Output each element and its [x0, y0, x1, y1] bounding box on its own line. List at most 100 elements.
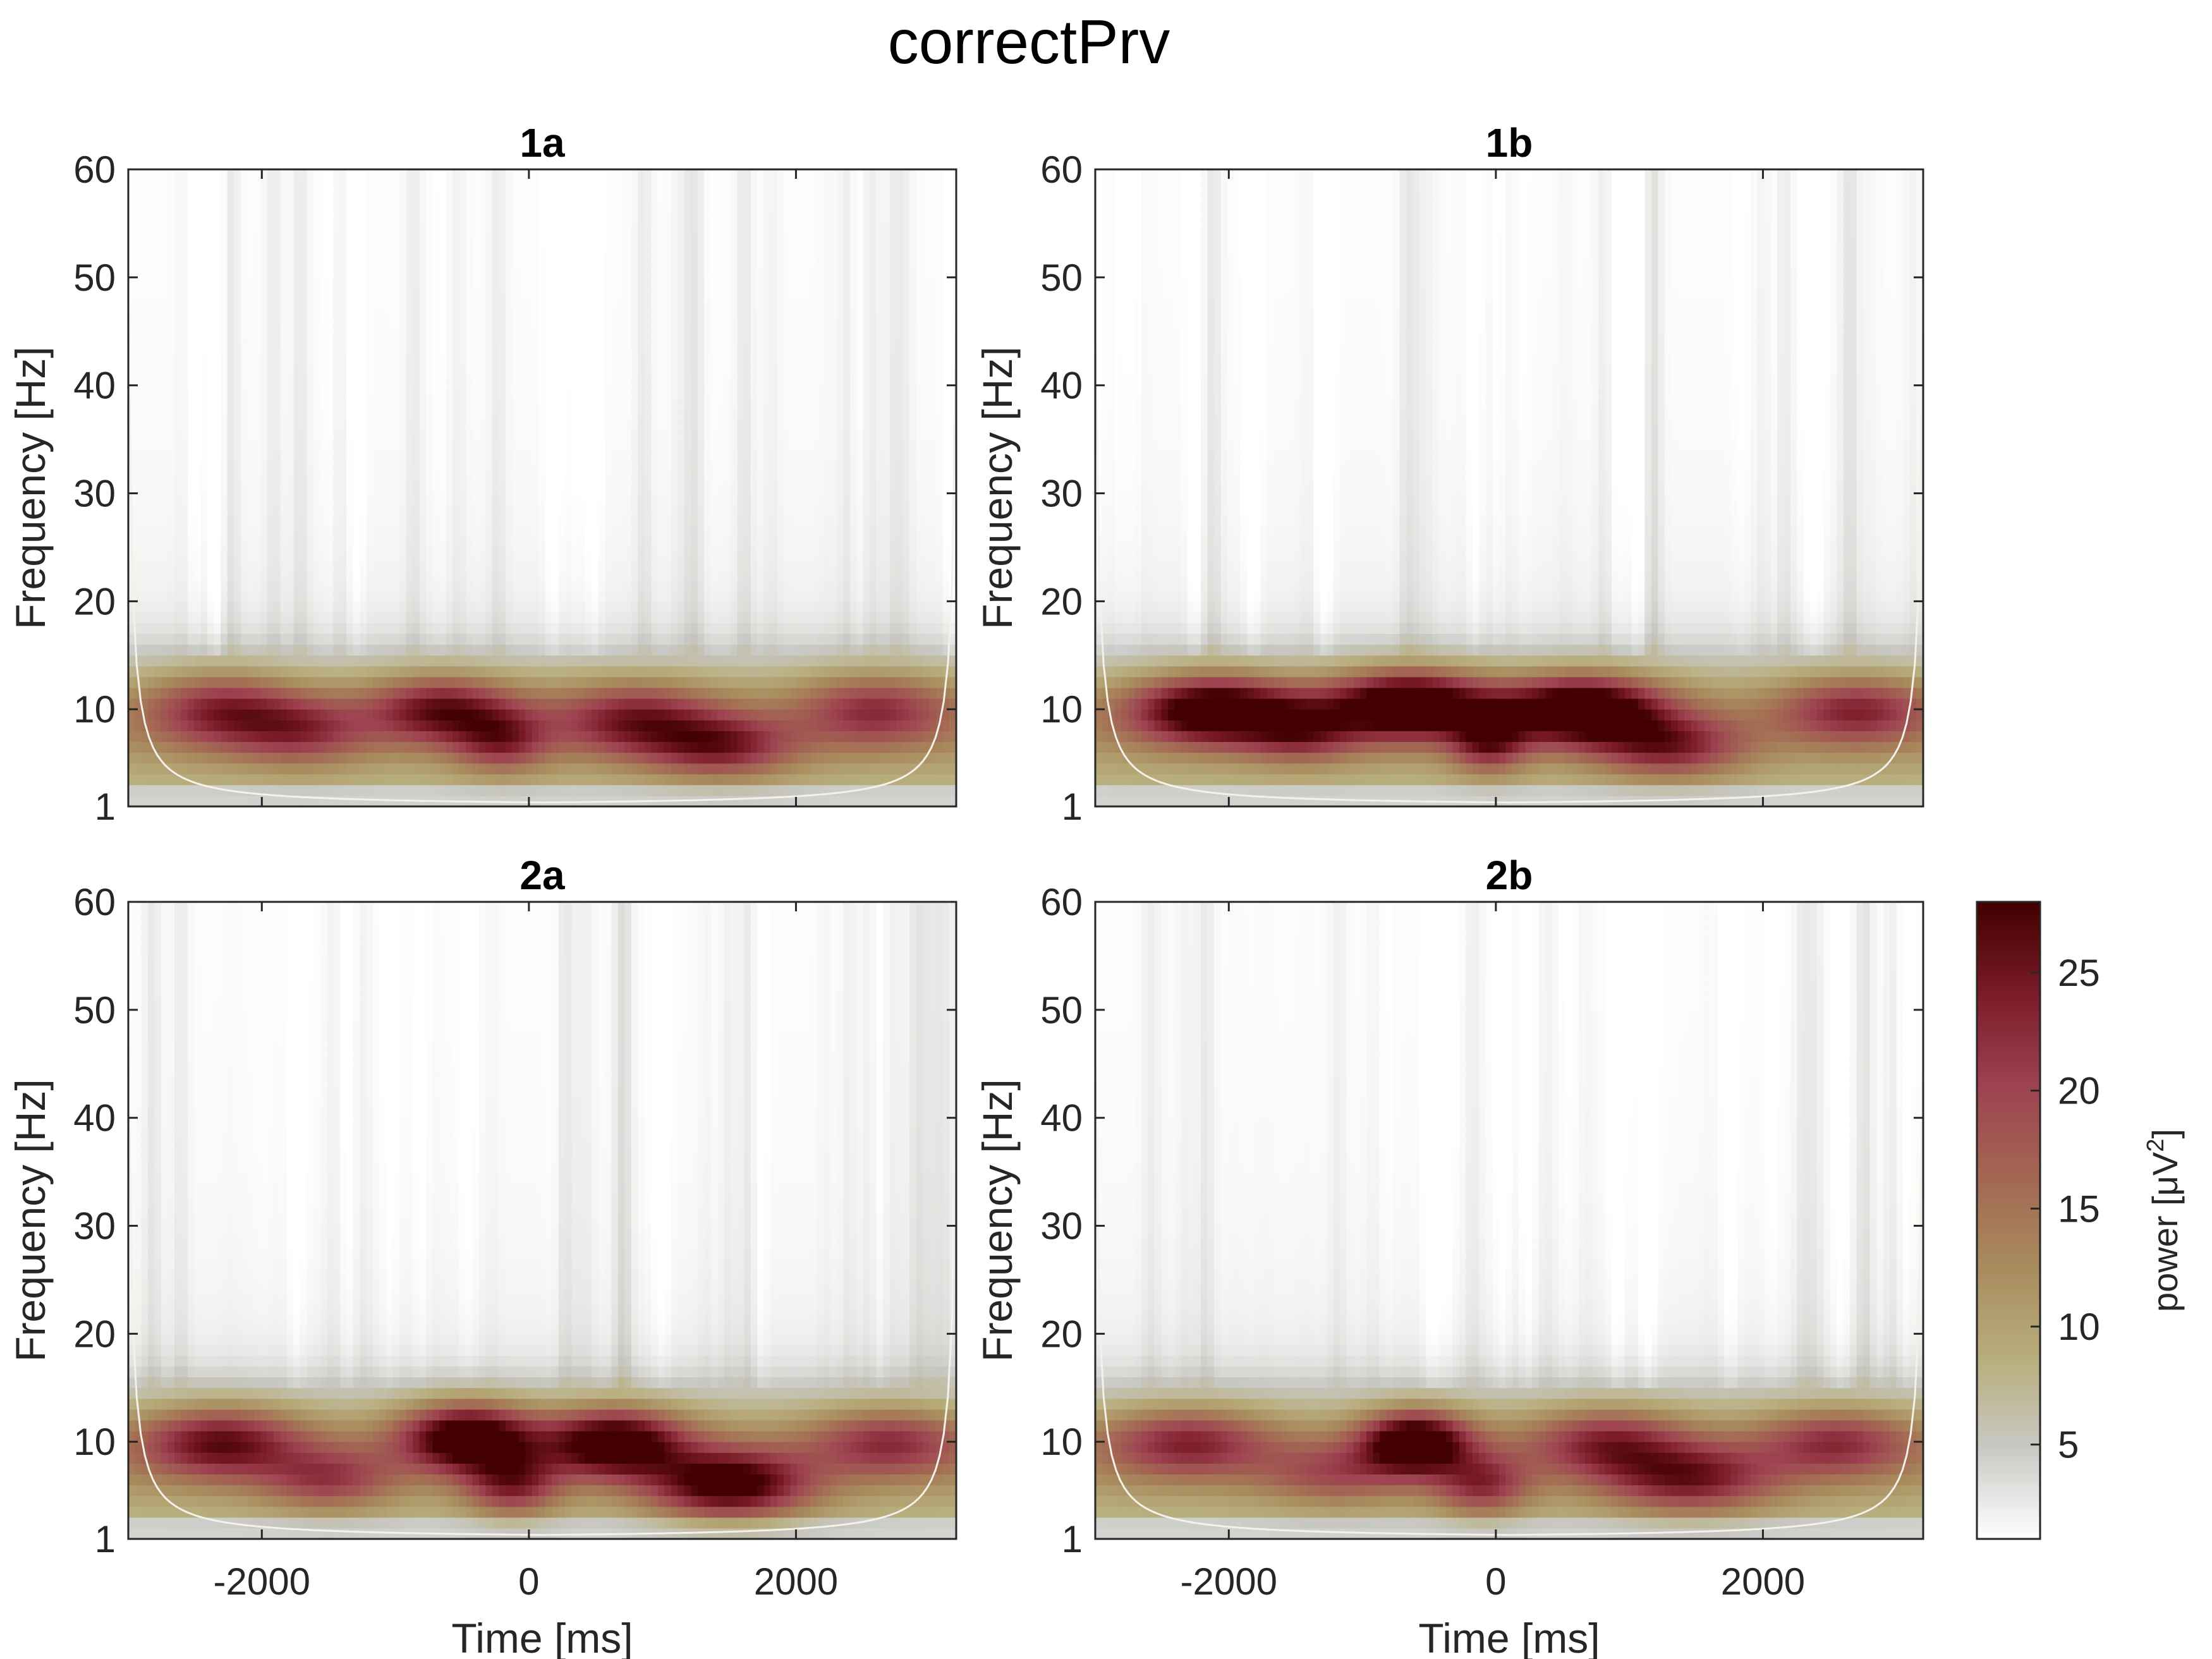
colorbar-step	[1977, 1003, 2040, 1007]
colorbar-step	[1977, 1140, 2040, 1145]
colorbar-step	[1977, 1095, 2040, 1100]
colorbar-step	[1977, 1089, 2040, 1093]
y-tick-label: 1	[95, 1518, 116, 1560]
panel-title: 2a	[520, 853, 565, 898]
cone-of-influence-line	[128, 1042, 956, 1536]
y-tick-label: 50	[1040, 989, 1083, 1031]
colorbar-step	[1977, 1198, 2040, 1202]
colorbar-step	[1977, 1455, 2040, 1460]
y-tick-label: 40	[1040, 365, 1083, 407]
colorbar-step	[1977, 1261, 2040, 1266]
colorbar-step	[1977, 1513, 2040, 1517]
y-axis-label: Frequency [Hz]	[974, 346, 1021, 629]
colorbar-step	[1977, 1191, 2040, 1196]
y-tick-label: 10	[1040, 1421, 1083, 1463]
y-tick-label: 60	[73, 149, 116, 191]
colorbar-step	[1977, 956, 2040, 960]
colorbar-step	[1977, 1274, 2040, 1279]
colorbar-step	[1977, 1404, 2040, 1409]
y-tick-label: 60	[73, 881, 116, 923]
y-tick-label: 30	[1040, 473, 1083, 515]
colorbar-step	[1977, 1411, 2040, 1415]
y-tick-label: 60	[1040, 149, 1083, 191]
colorbar-step	[1977, 1303, 2040, 1307]
colorbar-step	[1977, 1363, 2040, 1368]
colorbar-step	[1977, 1344, 2040, 1349]
colorbar-step	[1977, 1073, 2040, 1078]
colorbar-step	[1977, 1385, 2040, 1390]
colorbar-step	[1977, 943, 2040, 947]
y-tick-label: 50	[73, 989, 116, 1031]
colorbar-step	[1977, 917, 2040, 921]
colorbar-step	[1977, 1280, 2040, 1285]
colorbar-step	[1977, 1309, 2040, 1313]
colorbar-step	[1977, 1143, 2040, 1148]
colorbar-step	[1977, 952, 2040, 957]
colorbar-step	[1977, 939, 2040, 944]
colorbar-step	[1977, 946, 2040, 951]
colorbar-step	[1977, 1223, 2040, 1227]
colorbar-step	[1977, 1407, 2040, 1412]
y-tick-label: 40	[73, 365, 116, 407]
colorbar-step	[1977, 1341, 2040, 1346]
colorbar-step	[1977, 1070, 2040, 1074]
colorbar-step	[1977, 997, 2040, 1001]
colorbar-step	[1977, 1389, 2040, 1393]
colorbar-step	[1977, 1430, 2040, 1435]
colorbar-step	[1977, 1009, 2040, 1014]
colorbar-step	[1977, 1373, 2040, 1377]
colorbar-step	[1977, 1258, 2040, 1263]
colorbar-tick-label: 15	[2058, 1188, 2100, 1230]
colorbar-step	[1977, 1251, 2040, 1256]
colorbar-step	[1977, 1337, 2040, 1342]
colorbar-step	[1977, 1370, 2040, 1374]
colorbar-step	[1977, 1487, 2040, 1492]
colorbar-step	[1977, 1153, 2040, 1157]
colorbar-step	[1977, 1500, 2040, 1505]
colorbar-step	[1977, 1019, 2040, 1024]
colorbar-step	[1977, 1437, 2040, 1441]
x-axis-label: Time [ms]	[1418, 1615, 1600, 1659]
colorbar-step	[1977, 1188, 2040, 1193]
colorbar-step	[1977, 968, 2040, 973]
y-tick-label: 1	[1062, 1518, 1083, 1560]
colorbar-step	[1977, 1331, 2040, 1335]
colorbar-step	[1977, 1210, 2040, 1215]
colorbar-step	[1977, 1248, 2040, 1253]
colorbar-step	[1977, 1242, 2040, 1246]
colorbar-step	[1977, 1312, 2040, 1316]
colorbar-step	[1977, 927, 2040, 931]
colorbar-step	[1977, 1255, 2040, 1259]
colorbar-step	[1977, 1421, 2040, 1425]
colorbar-step	[1977, 1236, 2040, 1240]
colorbar-step	[1977, 1265, 2040, 1269]
colorbar-step	[1977, 1277, 2040, 1282]
colorbar-step	[1977, 1159, 2040, 1164]
colorbar-step	[1977, 1105, 2040, 1110]
colorbar-step	[1977, 1519, 2040, 1524]
colorbar-step	[1977, 1156, 2040, 1160]
y-tick-label: 30	[1040, 1205, 1083, 1248]
colorbar-step	[1977, 1268, 2040, 1272]
colorbar-step	[1977, 1045, 2040, 1049]
colorbar-step	[1977, 1137, 2040, 1141]
colorbar-step	[1977, 1226, 2040, 1231]
colorbar-step	[1977, 1232, 2040, 1237]
colorbar-step	[1977, 1169, 2040, 1173]
colorbar-step	[1977, 901, 2040, 906]
axes-frame	[1094, 168, 1924, 808]
colorbar-step	[1977, 1042, 2040, 1046]
colorbar-tick-label: 5	[2058, 1424, 2079, 1466]
colorbar-step	[1977, 981, 2040, 985]
colorbar-step	[1977, 1427, 2040, 1431]
colorbar-step	[1977, 1347, 2040, 1352]
colorbar-step	[1977, 1366, 2040, 1371]
colorbar-step	[1977, 1360, 2040, 1364]
cone-of-influence-line	[1095, 310, 1923, 804]
colorbar-step	[1977, 1433, 2040, 1438]
colorbar-step	[1977, 987, 2040, 992]
colorbar-step	[1977, 1182, 2040, 1186]
colorbar-step	[1977, 1026, 2040, 1030]
colorbar-step	[1977, 1507, 2040, 1511]
